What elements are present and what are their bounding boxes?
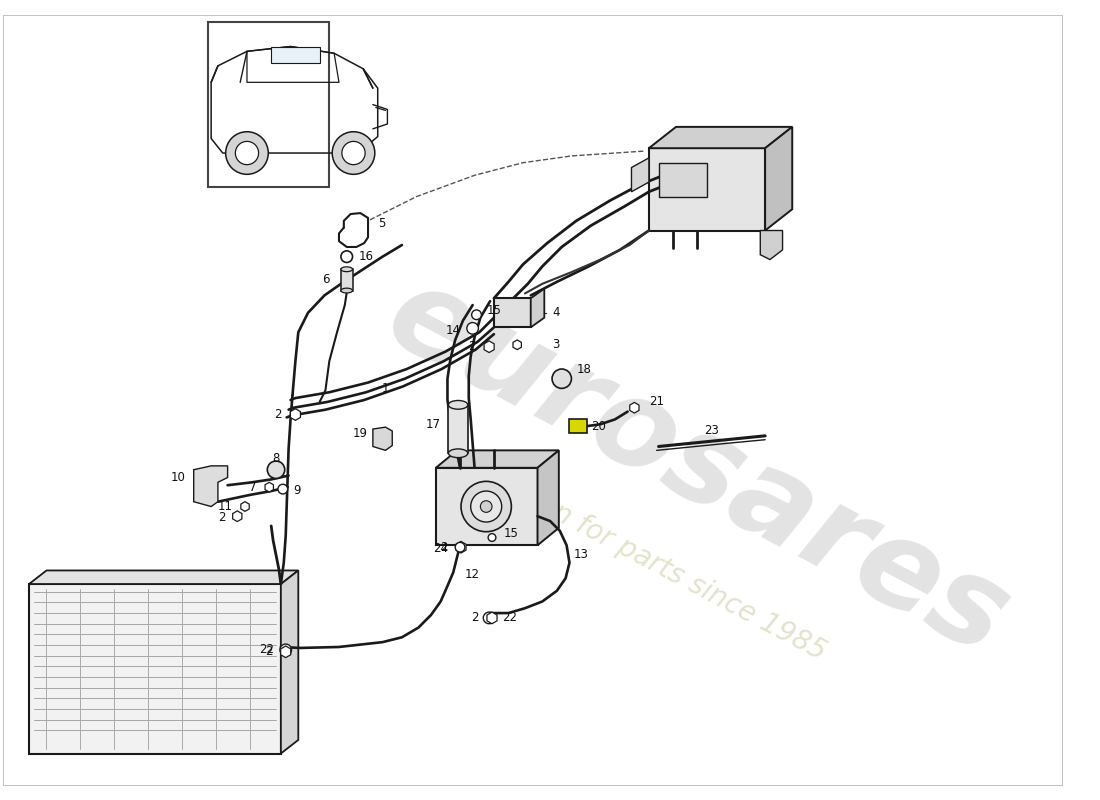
Text: 15: 15 [487,304,502,318]
Polygon shape [233,511,242,522]
Bar [649,148,766,230]
Text: 23: 23 [704,425,719,438]
Bar [449,405,468,454]
Polygon shape [630,402,639,413]
Polygon shape [280,570,298,754]
Polygon shape [484,341,494,353]
Text: 2: 2 [440,541,448,554]
Circle shape [466,322,478,334]
Circle shape [471,491,502,522]
Bar [272,47,320,63]
Polygon shape [760,230,782,259]
Bar [659,162,707,197]
Polygon shape [194,466,228,506]
Text: 13: 13 [573,549,588,562]
Text: 22: 22 [260,643,274,656]
Text: 4: 4 [552,306,560,319]
Circle shape [461,482,512,532]
Polygon shape [290,409,300,420]
Text: 1: 1 [382,382,389,395]
Text: 17: 17 [426,418,441,430]
Text: 19: 19 [353,427,369,440]
Polygon shape [241,502,250,511]
Text: 2: 2 [274,408,282,421]
Circle shape [488,534,496,542]
Bar [208,22,329,187]
Text: 16: 16 [359,250,373,263]
Circle shape [342,142,365,165]
Polygon shape [766,127,792,230]
Bar [29,584,280,754]
Ellipse shape [449,449,468,458]
Text: 24: 24 [433,542,449,554]
Text: 12: 12 [465,568,480,581]
Circle shape [472,310,482,320]
Bar [570,419,587,433]
Polygon shape [29,570,298,584]
Circle shape [483,612,495,624]
Polygon shape [538,450,559,546]
Circle shape [267,461,285,478]
Text: 18: 18 [576,362,591,375]
Polygon shape [530,289,544,327]
Circle shape [455,542,465,552]
Text: 3: 3 [552,338,560,351]
Polygon shape [649,127,792,148]
Ellipse shape [341,267,352,272]
Text: 6: 6 [322,274,329,286]
Circle shape [552,369,571,388]
Polygon shape [631,158,649,192]
Polygon shape [487,612,497,624]
Text: 5: 5 [377,218,385,230]
Polygon shape [280,646,290,658]
Text: 9: 9 [294,483,301,497]
Text: 8: 8 [273,452,279,465]
Text: 2: 2 [218,510,226,524]
Circle shape [278,484,287,494]
Text: 22: 22 [502,611,517,625]
Bar [341,270,352,290]
Text: 2: 2 [471,611,478,625]
Text: 2: 2 [468,340,475,354]
Text: 15: 15 [504,527,518,540]
Circle shape [235,142,258,165]
Text: 10: 10 [172,471,186,484]
Text: 20: 20 [591,420,606,433]
Text: 14: 14 [446,324,461,337]
Polygon shape [436,450,559,468]
Ellipse shape [449,401,468,410]
Bar [494,298,530,327]
Text: eurosares: eurosares [367,255,1027,680]
Circle shape [341,251,352,262]
Circle shape [481,501,492,512]
Text: 21: 21 [649,395,664,409]
Ellipse shape [341,288,352,293]
Text: 2: 2 [265,646,272,658]
Circle shape [279,644,292,656]
Circle shape [332,132,375,174]
Text: a passion for parts since 1985: a passion for parts since 1985 [448,444,830,666]
Polygon shape [373,427,393,450]
Text: 11: 11 [218,500,232,513]
Polygon shape [513,340,521,350]
Polygon shape [456,542,466,553]
Circle shape [226,132,268,174]
Text: 7: 7 [250,481,256,494]
Polygon shape [265,482,274,492]
Bar [436,468,538,546]
